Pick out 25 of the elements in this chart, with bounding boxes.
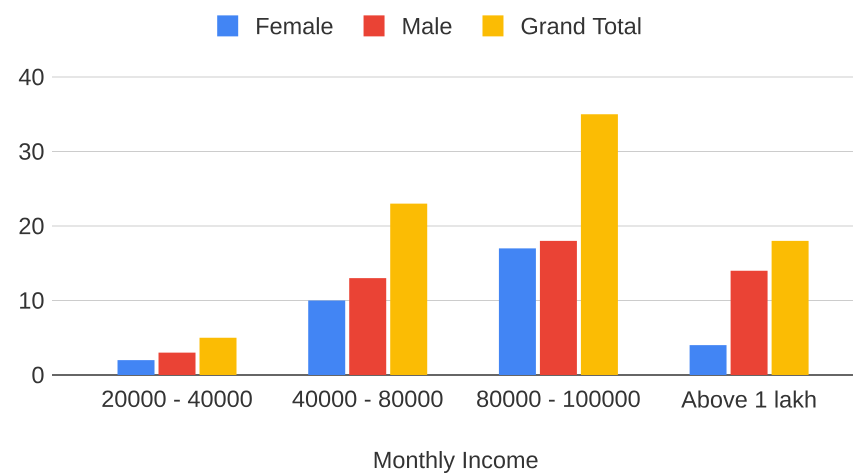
legend-label: Grand Total [522,17,640,34]
bar [390,204,428,375]
y-tick-label: 40 [18,68,44,86]
y-tick-label: 20 [20,218,44,234]
y-tick-label: 0 [32,366,44,384]
x-axis-title: Monthly Income [374,451,538,473]
bar [772,240,809,375]
bar [498,248,536,375]
x-tick-label: 40000 - 80000 [292,390,443,408]
y-tick-label: 10 [20,292,44,309]
bar [308,300,346,375]
x-tick-label: 80000 - 100000 [477,390,640,408]
bar [690,345,727,375]
bar [349,278,386,375]
bar [730,270,768,375]
y-tick-label: 30 [19,143,44,160]
bar [540,240,577,375]
x-tick-label: 20000 - 40000 [102,390,252,408]
bar [200,338,237,375]
bar [580,114,618,375]
bar [158,352,196,375]
legend-label: Male [403,17,452,34]
bar [118,360,155,375]
x-tick-label: Above 1 lakh [681,390,816,408]
legend-label: Female [257,17,332,34]
